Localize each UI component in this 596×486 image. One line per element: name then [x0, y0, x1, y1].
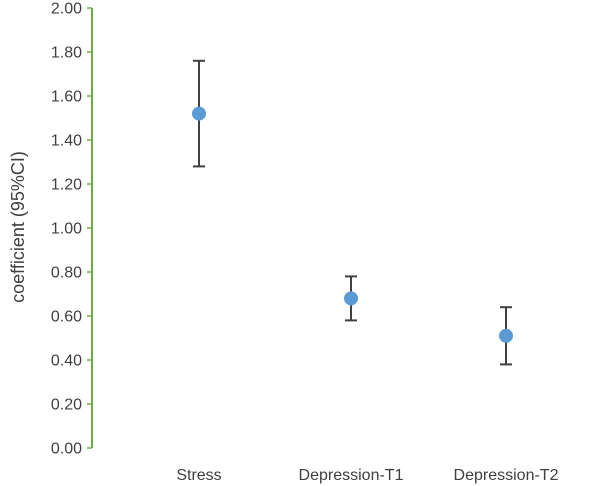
data-point: [499, 328, 513, 343]
y-tick-label: 1.80: [51, 45, 82, 62]
error-bars: [193, 59, 512, 366]
y-tick-label: 0.60: [51, 309, 82, 326]
y-tick-label: 0.40: [51, 353, 82, 370]
y-tick-label: 1.60: [51, 89, 82, 106]
y-axis-title: coefficient (95%CI): [8, 151, 28, 303]
category-label: Stress: [176, 467, 221, 484]
data-point: [344, 291, 358, 306]
y-tick-label: 0.80: [51, 265, 82, 282]
category-label: Depression-T2: [454, 467, 559, 484]
data-point: [192, 106, 206, 121]
y-tick-label: 1.00: [51, 221, 82, 238]
category-label: Depression-T1: [299, 467, 404, 484]
data-points: [192, 106, 513, 343]
y-axis-ticks: 0.00 0.20 0.40 0.60 0.80 1.00 1.20 1.40 1.60 1.80…: [51, 1, 92, 458]
y-tick-label: 0.20: [51, 397, 82, 414]
y-tick-label: 2.00: [51, 1, 82, 18]
category-labels: Stress Depression-T1 Depression-T2: [176, 467, 558, 484]
y-tick-label: 1.40: [51, 133, 82, 150]
y-tick-label: 0.00: [51, 441, 82, 458]
y-tick-label: 1.20: [51, 177, 82, 194]
